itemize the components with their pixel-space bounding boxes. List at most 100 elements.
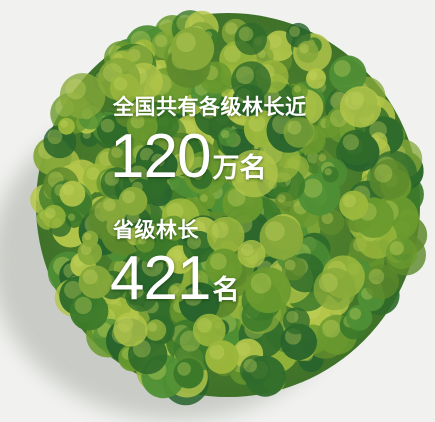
- tree: [313, 267, 356, 311]
- tree: [167, 283, 187, 303]
- tree-highlight: [223, 45, 241, 63]
- tree-highlight: [264, 221, 285, 242]
- tree-highlight: [100, 118, 115, 133]
- tree-highlight: [177, 362, 191, 376]
- tree-highlight: [84, 232, 92, 241]
- tree: [230, 149, 278, 198]
- tree-highlight: [342, 134, 359, 151]
- tree: [338, 129, 375, 166]
- tree-highlight: [299, 43, 310, 54]
- tree-highlight: [342, 194, 356, 208]
- tree-highlight: [324, 168, 332, 176]
- tree: [118, 186, 148, 216]
- tree-highlight: [193, 169, 203, 180]
- tree: [275, 192, 294, 211]
- tree-highlight: [200, 194, 208, 203]
- tree: [77, 240, 103, 265]
- tree-highlight: [122, 190, 136, 204]
- tree-highlight: [318, 273, 338, 293]
- tree: [197, 192, 216, 210]
- tree: [339, 86, 382, 128]
- tree-highlight: [236, 66, 254, 85]
- tree-highlight: [308, 71, 318, 81]
- tree: [178, 282, 220, 324]
- tree-highlight: [286, 310, 299, 323]
- tree: [69, 291, 109, 331]
- tree-highlight: [349, 307, 362, 320]
- tree: [280, 323, 318, 361]
- tree-highlight: [62, 184, 75, 196]
- stat-number: 421: [110, 244, 211, 313]
- tree: [59, 73, 106, 119]
- tree-highlight: [192, 272, 201, 281]
- stat-unit: 万名: [212, 153, 267, 184]
- tree-highlight: [248, 115, 266, 132]
- tree-highlight: [209, 344, 225, 360]
- tree-highlight: [225, 22, 238, 35]
- tree: [364, 264, 399, 300]
- tree-highlight: [104, 171, 120, 186]
- tree: [42, 204, 66, 229]
- tree-highlight: [267, 34, 282, 49]
- tree-highlight: [374, 164, 393, 183]
- stat-unit: 名: [212, 275, 240, 306]
- tree-highlight: [65, 78, 86, 100]
- tree-highlight: [117, 103, 130, 116]
- tree-highlight: [318, 154, 327, 162]
- tree-highlight: [60, 120, 68, 128]
- tree-highlight: [169, 248, 183, 262]
- tree: [369, 159, 410, 200]
- tree-highlight: [113, 77, 128, 91]
- tree-highlight: [119, 136, 128, 145]
- tree-highlight: [333, 60, 351, 77]
- tree-highlight: [82, 269, 98, 285]
- tree: [385, 237, 418, 269]
- stat-number: 120: [110, 122, 211, 191]
- tree: [190, 167, 213, 190]
- tree-highlight: [321, 212, 334, 225]
- tree: [339, 190, 369, 220]
- canopy-trees: [30, 10, 428, 406]
- tree-highlight: [137, 235, 147, 245]
- tree: [78, 265, 113, 299]
- tree: [218, 127, 238, 147]
- tree: [231, 61, 271, 101]
- tree-highlight: [197, 317, 212, 333]
- tree-highlight: [368, 268, 385, 285]
- stat-label: 省级林长: [113, 218, 199, 242]
- tree-highlight: [74, 296, 93, 315]
- tree-highlight: [186, 235, 202, 250]
- tree: [145, 319, 167, 341]
- tree: [135, 233, 155, 253]
- stat-row: 120 万名: [110, 126, 266, 188]
- tree-highlight: [166, 202, 184, 220]
- tree-highlight: [164, 218, 176, 230]
- tree: [282, 307, 310, 335]
- tree-highlight: [238, 26, 254, 42]
- tree-highlight: [45, 207, 56, 219]
- tree-highlight: [47, 129, 63, 145]
- tree: [58, 117, 75, 135]
- tree: [245, 267, 291, 314]
- tree-highlight: [303, 178, 323, 198]
- tree: [329, 55, 367, 93]
- tree-highlight: [117, 316, 134, 333]
- tree: [117, 134, 135, 152]
- tree: [205, 340, 239, 374]
- tree-highlight: [128, 229, 137, 238]
- tree-highlight: [170, 285, 179, 295]
- tree-highlight: [243, 359, 257, 373]
- tree: [110, 73, 140, 104]
- tree-highlight: [64, 281, 82, 299]
- tree-highlight: [220, 129, 230, 139]
- tree: [281, 256, 306, 281]
- tree-highlight: [284, 259, 296, 271]
- tree-highlight: [103, 198, 116, 212]
- tree: [346, 304, 373, 331]
- tree-highlight: [322, 319, 341, 338]
- tree: [291, 83, 308, 100]
- tree: [59, 180, 86, 207]
- tree: [237, 239, 266, 268]
